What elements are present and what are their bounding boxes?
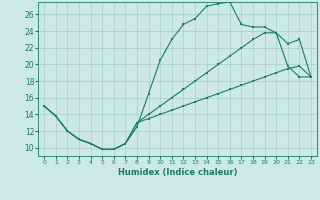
X-axis label: Humidex (Indice chaleur): Humidex (Indice chaleur) bbox=[118, 168, 237, 177]
